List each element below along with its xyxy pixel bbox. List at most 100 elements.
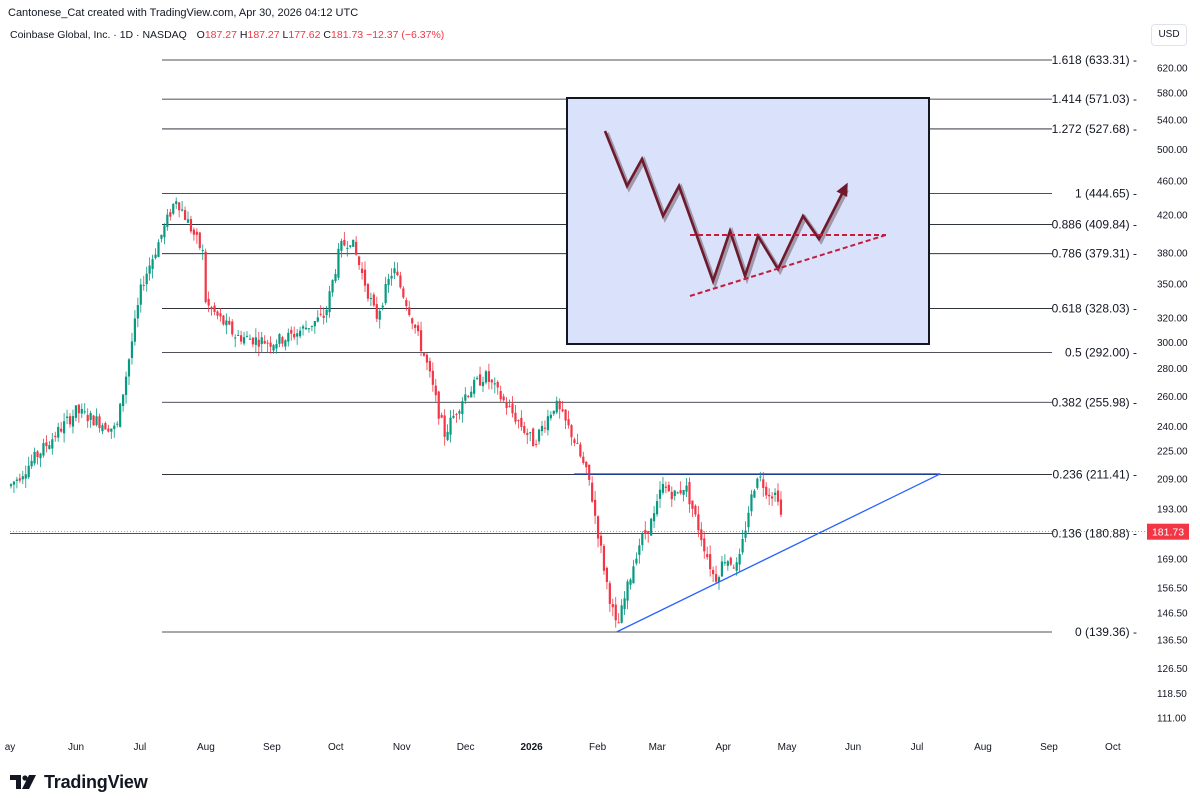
candle-body xyxy=(458,411,461,414)
currency-selector-button[interactable]: USD xyxy=(1151,24,1187,46)
candle-body xyxy=(697,514,700,531)
candle-body xyxy=(133,318,136,342)
candle-body xyxy=(688,482,691,505)
low-label: L xyxy=(282,29,289,41)
candle-body xyxy=(591,482,594,502)
candle-body xyxy=(192,229,195,235)
inset-support-line xyxy=(689,234,887,297)
candle-body xyxy=(709,554,712,570)
price-tick-label: 193.00 xyxy=(1157,504,1188,515)
candle-body xyxy=(526,433,529,435)
time-tick-label: Mar xyxy=(649,742,667,753)
candle-body xyxy=(142,284,145,286)
time-tick-label: Dec xyxy=(457,742,475,753)
candle-body xyxy=(24,474,27,479)
candle-body xyxy=(113,425,116,429)
candle-body xyxy=(520,417,523,427)
candle-body xyxy=(594,499,597,516)
candle-body xyxy=(110,428,113,432)
fib-level-label: 0.886 (409.84) - xyxy=(1052,217,1137,231)
candle-body xyxy=(750,494,753,512)
candle-body xyxy=(172,203,175,214)
candle-body xyxy=(254,337,257,345)
time-axis[interactable]: ay Jun Jul Aug Sep Oct Nov Dec 2026 Feb Mar Apr May J… xyxy=(5,742,1121,753)
candle-body xyxy=(664,486,667,488)
candle-body xyxy=(408,307,411,316)
candle-body xyxy=(558,400,561,410)
candle-body xyxy=(175,201,178,205)
candle-body xyxy=(729,557,732,565)
candle-body xyxy=(33,451,36,464)
time-tick-label: ay xyxy=(5,742,16,753)
candle-body xyxy=(151,259,154,269)
candle-body xyxy=(399,275,402,288)
candle-body xyxy=(552,410,555,414)
candle-body xyxy=(74,405,77,418)
candle-body xyxy=(703,538,706,552)
price-tick-label: 240.00 xyxy=(1157,422,1188,433)
candle-body xyxy=(51,439,54,449)
tradingview-brand[interactable]: TradingView xyxy=(10,771,148,793)
candle-body xyxy=(523,425,526,433)
candle-body xyxy=(561,409,564,412)
candle-body xyxy=(299,330,302,337)
candle-body xyxy=(201,249,204,251)
candle-body xyxy=(92,415,95,426)
candle-body xyxy=(18,478,21,481)
candle-body xyxy=(363,269,367,286)
time-tick-label: Jun xyxy=(845,742,861,753)
candle-body xyxy=(608,583,611,604)
candle-body xyxy=(405,300,408,307)
candle-body xyxy=(178,202,181,211)
candle-body xyxy=(65,416,69,418)
candle-body xyxy=(505,403,508,408)
candle-body xyxy=(396,271,399,276)
trendline-rising-support[interactable] xyxy=(616,473,941,633)
trendlines[interactable] xyxy=(574,473,941,633)
candle-body xyxy=(337,248,340,278)
candle-body xyxy=(98,416,101,428)
candle-body xyxy=(287,332,290,342)
candle-body xyxy=(670,491,673,500)
fib-level-label: 0.382 (255.98) - xyxy=(1052,395,1137,409)
candle-body xyxy=(570,425,573,438)
candle-body xyxy=(738,553,741,565)
price-axis[interactable]: 620.00 580.00 540.00 500.00 460.00 420.00 380.… xyxy=(1157,64,1188,725)
candle-body xyxy=(166,214,169,227)
candle-body xyxy=(481,382,485,387)
candle-body xyxy=(42,443,45,456)
candle-body xyxy=(27,465,30,478)
candle-body xyxy=(543,427,547,429)
candle-body xyxy=(490,379,493,383)
candle-body xyxy=(661,483,665,493)
inset-arrowhead xyxy=(836,182,848,197)
candle-body xyxy=(741,538,744,553)
candle-body xyxy=(540,426,544,432)
candle-body xyxy=(414,324,417,328)
candle-body xyxy=(54,435,57,438)
fib-level-label: 0.786 (379.31) - xyxy=(1052,247,1137,261)
candle-body xyxy=(658,489,662,499)
candle-body xyxy=(384,283,387,304)
candle-body xyxy=(514,412,517,422)
high-label: H xyxy=(239,29,248,41)
candle-body xyxy=(68,416,72,425)
candle-body xyxy=(124,376,128,395)
candle-body xyxy=(154,254,157,258)
fib-level-label: 0.236 (211.41) - xyxy=(1053,468,1138,482)
candle-body xyxy=(48,445,51,449)
candle-body xyxy=(9,484,13,487)
candle-body xyxy=(685,485,688,492)
candle-body xyxy=(80,408,83,414)
time-tick-label: Sep xyxy=(1040,742,1058,753)
candle-body xyxy=(419,330,423,352)
candle-body xyxy=(219,313,222,317)
candle-body xyxy=(776,490,780,502)
candle-body xyxy=(611,604,614,608)
price-tick-label: 260.00 xyxy=(1157,392,1188,403)
candle-body xyxy=(222,315,225,325)
candle-body xyxy=(251,337,254,345)
candle-body xyxy=(517,420,520,422)
candle-body xyxy=(605,567,608,583)
